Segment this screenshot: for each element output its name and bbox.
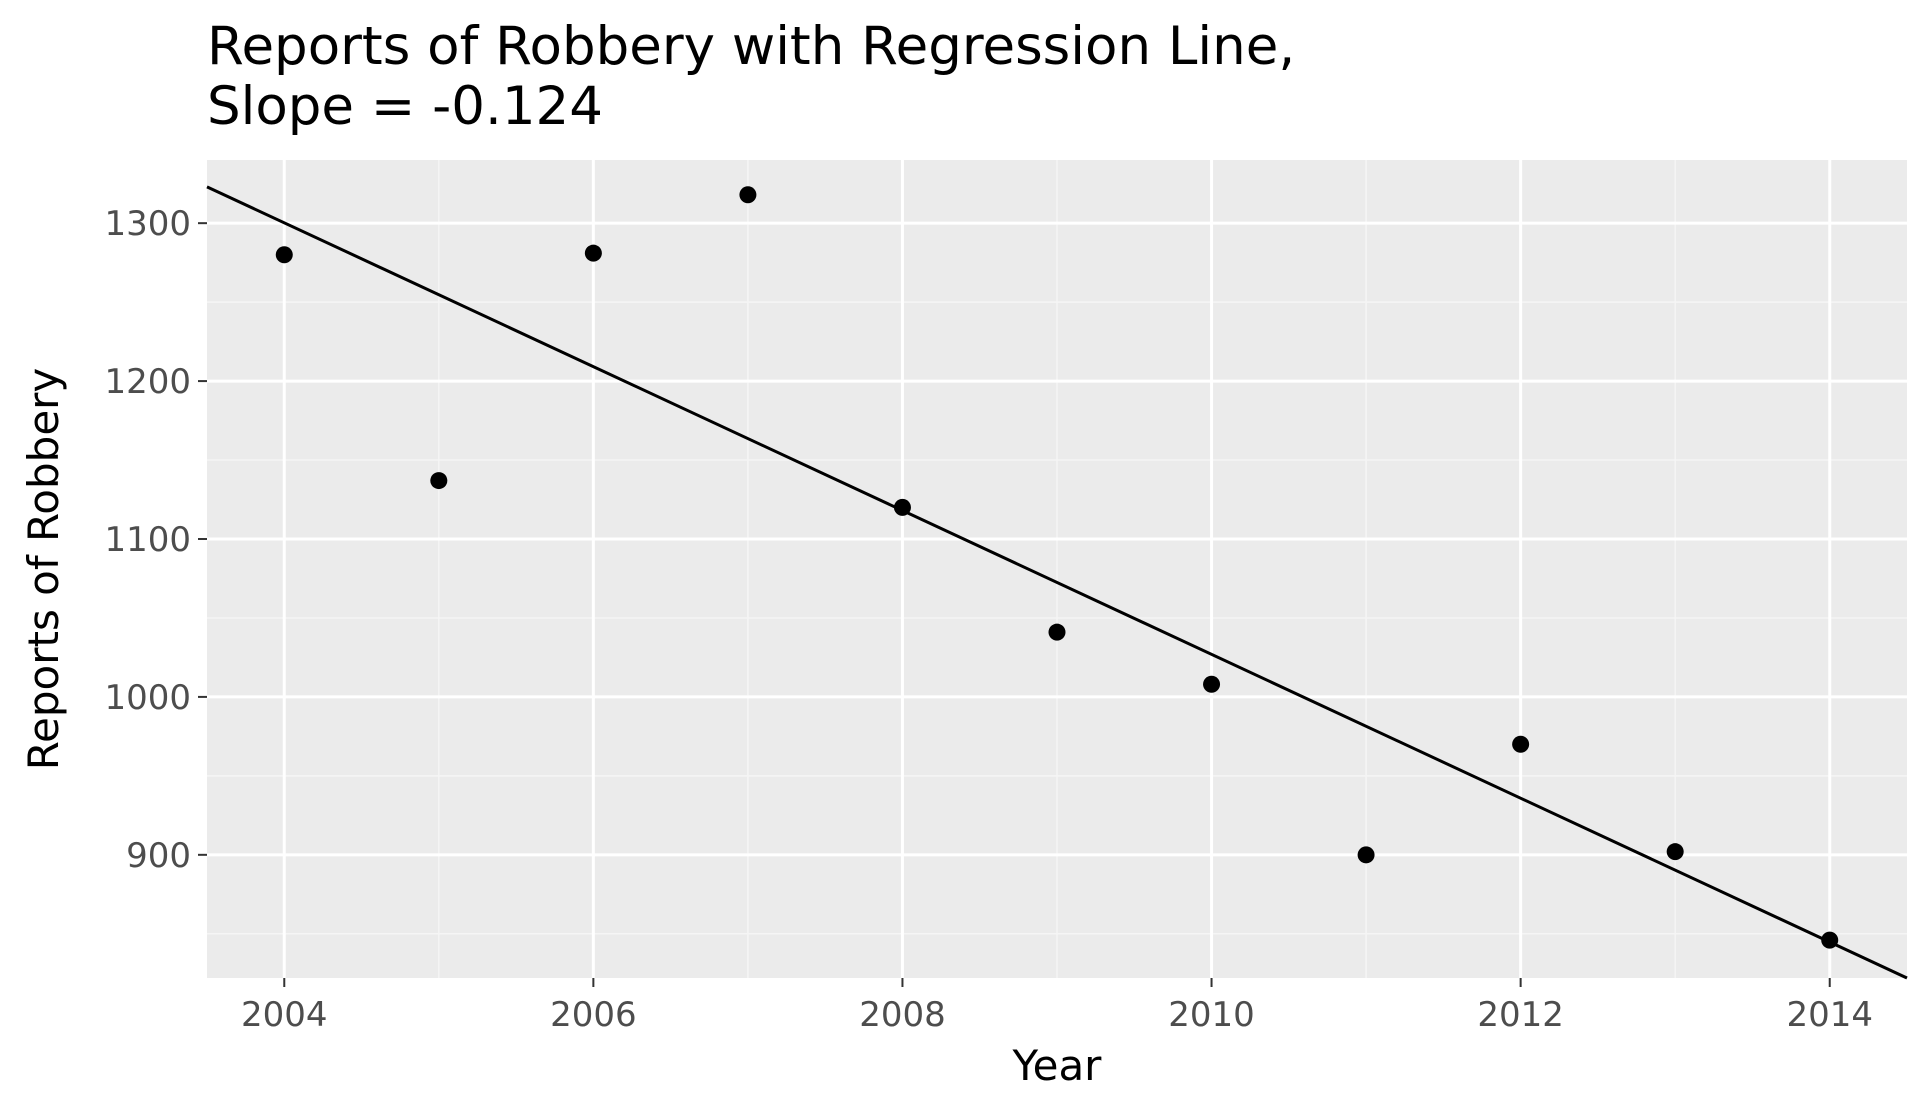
x-tick-label: 2006 bbox=[550, 995, 637, 1035]
data-point-2006 bbox=[584, 244, 602, 262]
major-gridlines bbox=[207, 160, 1907, 978]
x-tick-label: 2014 bbox=[1786, 995, 1873, 1035]
data-point-2014 bbox=[1821, 931, 1839, 949]
x-tick-label: 2010 bbox=[1168, 995, 1255, 1035]
x-axis-ticks: 2004 2006 2008 2010 2012 2014 bbox=[241, 978, 1873, 1035]
x-tick-label: 2004 bbox=[241, 995, 328, 1035]
data-point-2012 bbox=[1512, 735, 1530, 753]
y-axis-ticks: 900 1000 1100 1200 1300 bbox=[104, 204, 207, 876]
chart-title-line-2: Slope = -0.124 bbox=[207, 76, 603, 137]
chart-title-line-1: Reports of Robbery with Regression Line, bbox=[207, 16, 1295, 77]
y-tick-label: 1200 bbox=[104, 362, 191, 402]
data-point-2009 bbox=[1048, 623, 1066, 641]
minor-gridlines bbox=[207, 160, 1907, 978]
y-tick-label: 900 bbox=[126, 836, 191, 876]
regression-line-group bbox=[206, 185, 1908, 980]
data-point-2004 bbox=[275, 246, 293, 264]
data-point-2011 bbox=[1357, 846, 1375, 864]
y-tick-label: 1000 bbox=[104, 678, 191, 718]
data-points bbox=[275, 186, 1839, 949]
y-axis-title: Reports of Robbery bbox=[19, 368, 68, 771]
y-tick-label: 1100 bbox=[104, 520, 191, 560]
data-point-2007 bbox=[739, 186, 757, 204]
x-axis-title: Year bbox=[1012, 1041, 1103, 1090]
y-tick-label: 1300 bbox=[104, 204, 191, 244]
data-point-2010 bbox=[1203, 675, 1221, 693]
data-point-2008 bbox=[893, 498, 911, 516]
x-tick-label: 2008 bbox=[859, 995, 946, 1035]
data-point-2005 bbox=[430, 472, 448, 490]
data-point-2013 bbox=[1666, 843, 1684, 861]
regression-line bbox=[206, 185, 1908, 980]
x-tick-label: 2012 bbox=[1477, 995, 1564, 1035]
